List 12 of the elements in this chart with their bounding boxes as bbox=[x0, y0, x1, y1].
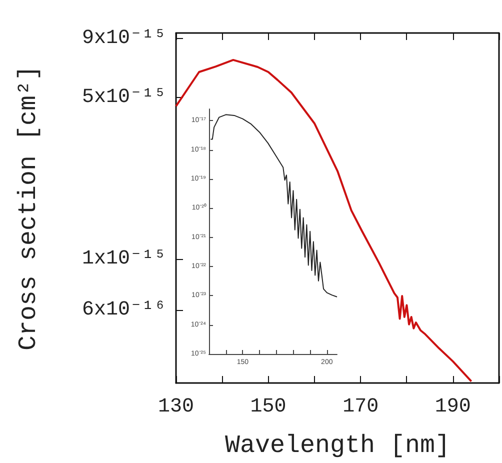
x-axis-title: Wavelength [nm] bbox=[224, 431, 450, 460]
y-tick-label: 5x10⁻¹⁵ bbox=[82, 86, 166, 109]
x-tick-label: 170 bbox=[342, 396, 379, 418]
x-tick-label: 150 bbox=[250, 396, 286, 418]
y-tick-label: 1x10⁻¹⁵ bbox=[82, 247, 166, 270]
y-tick-label: 9x10⁻¹⁵ bbox=[82, 26, 166, 50]
y-axis-title: Cross section [cm²] bbox=[14, 65, 43, 351]
x-tick-label: 130 bbox=[158, 396, 194, 418]
x-tick-label: 190 bbox=[434, 396, 471, 418]
line-series bbox=[175, 58, 472, 382]
y-tick-label: 6x10⁻¹⁶ bbox=[82, 298, 166, 322]
line-series bbox=[210, 114, 338, 298]
